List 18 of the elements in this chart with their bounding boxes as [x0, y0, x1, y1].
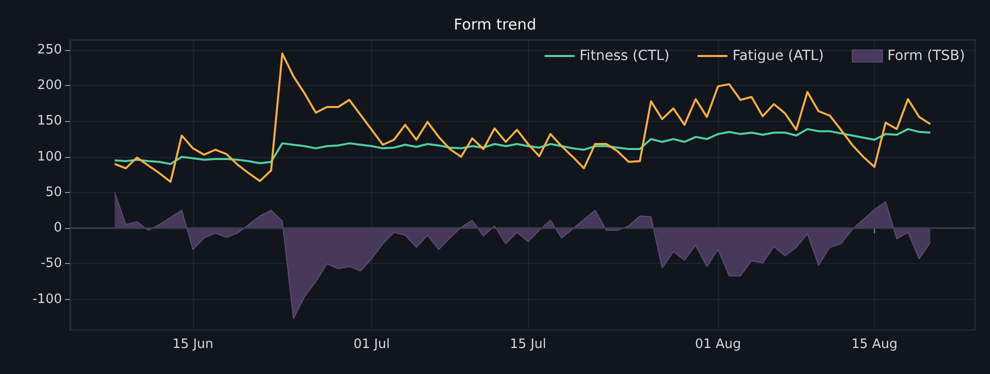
- x-tick-label: 15 Aug: [851, 337, 898, 352]
- y-tick-label: 150: [37, 114, 62, 129]
- y-tick-label: 50: [45, 184, 62, 200]
- y-tick-label: -100: [32, 292, 62, 307]
- y-tick-label: 0: [54, 220, 62, 236]
- legend-label: Fatigue (ATL): [732, 48, 824, 64]
- legend-label: Fitness (CTL): [580, 48, 670, 64]
- line-series: [114, 128, 932, 165]
- x-tick-label: 15 Jul: [510, 337, 546, 352]
- y-tick-label: 250: [37, 42, 62, 58]
- y-tick-label: 100: [37, 149, 62, 164]
- y-tick-label: -50: [40, 256, 62, 272]
- legend-label: Form (TSB): [887, 48, 966, 64]
- x-tick-label: 15 Jun: [172, 337, 214, 352]
- x-tick-label: 01 Jul: [353, 337, 390, 352]
- y-tick-label: 200: [37, 78, 62, 94]
- chart-title: Form trend: [454, 16, 536, 34]
- x-tick-label: 01 Aug: [694, 337, 742, 352]
